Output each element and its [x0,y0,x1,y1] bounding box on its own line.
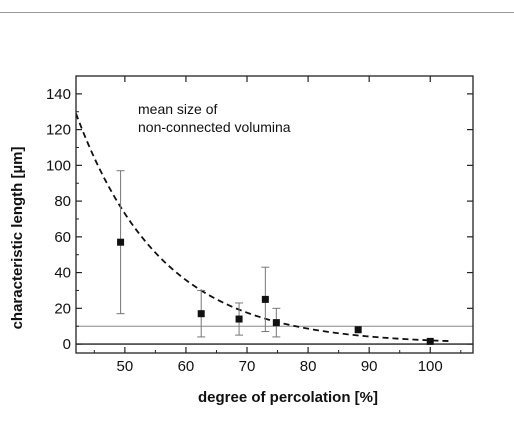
fit-curve [76,113,449,342]
y-tick-label-0: 0 [63,336,71,353]
y-tick-label-100: 100 [46,157,71,174]
y-tick-label-20: 20 [54,300,71,317]
annotation-line-2: non-connected volumina [138,119,291,135]
x-axis-title: degree of percolation [%] [198,389,378,406]
y-tick-label-40: 40 [54,265,71,282]
annotation-line-1: mean size of [138,101,217,117]
x-tick-label-80: 80 [300,358,317,375]
y-tick-label-140: 140 [46,86,71,103]
x-tick-label-60: 60 [178,358,195,375]
y-tick-label-60: 60 [54,229,71,246]
data-point-2 [235,315,243,323]
data-point-5 [354,326,362,334]
data-point-0 [117,238,125,246]
data-point-3 [261,295,269,303]
data-point-4 [272,319,280,327]
y-tick-label-120: 120 [46,122,71,139]
x-tick-label-50: 50 [117,358,134,375]
top-divider [0,12,514,13]
x-tick-label-100: 100 [418,358,443,375]
x-tick-label-90: 90 [361,358,378,375]
data-point-1 [197,310,205,318]
y-axis-title: characteristic length [µm] [9,147,26,330]
data-point-6 [426,337,434,345]
x-tick-label-70: 70 [239,358,256,375]
plot-frame [75,75,474,354]
y-tick-label-80: 80 [54,193,71,210]
